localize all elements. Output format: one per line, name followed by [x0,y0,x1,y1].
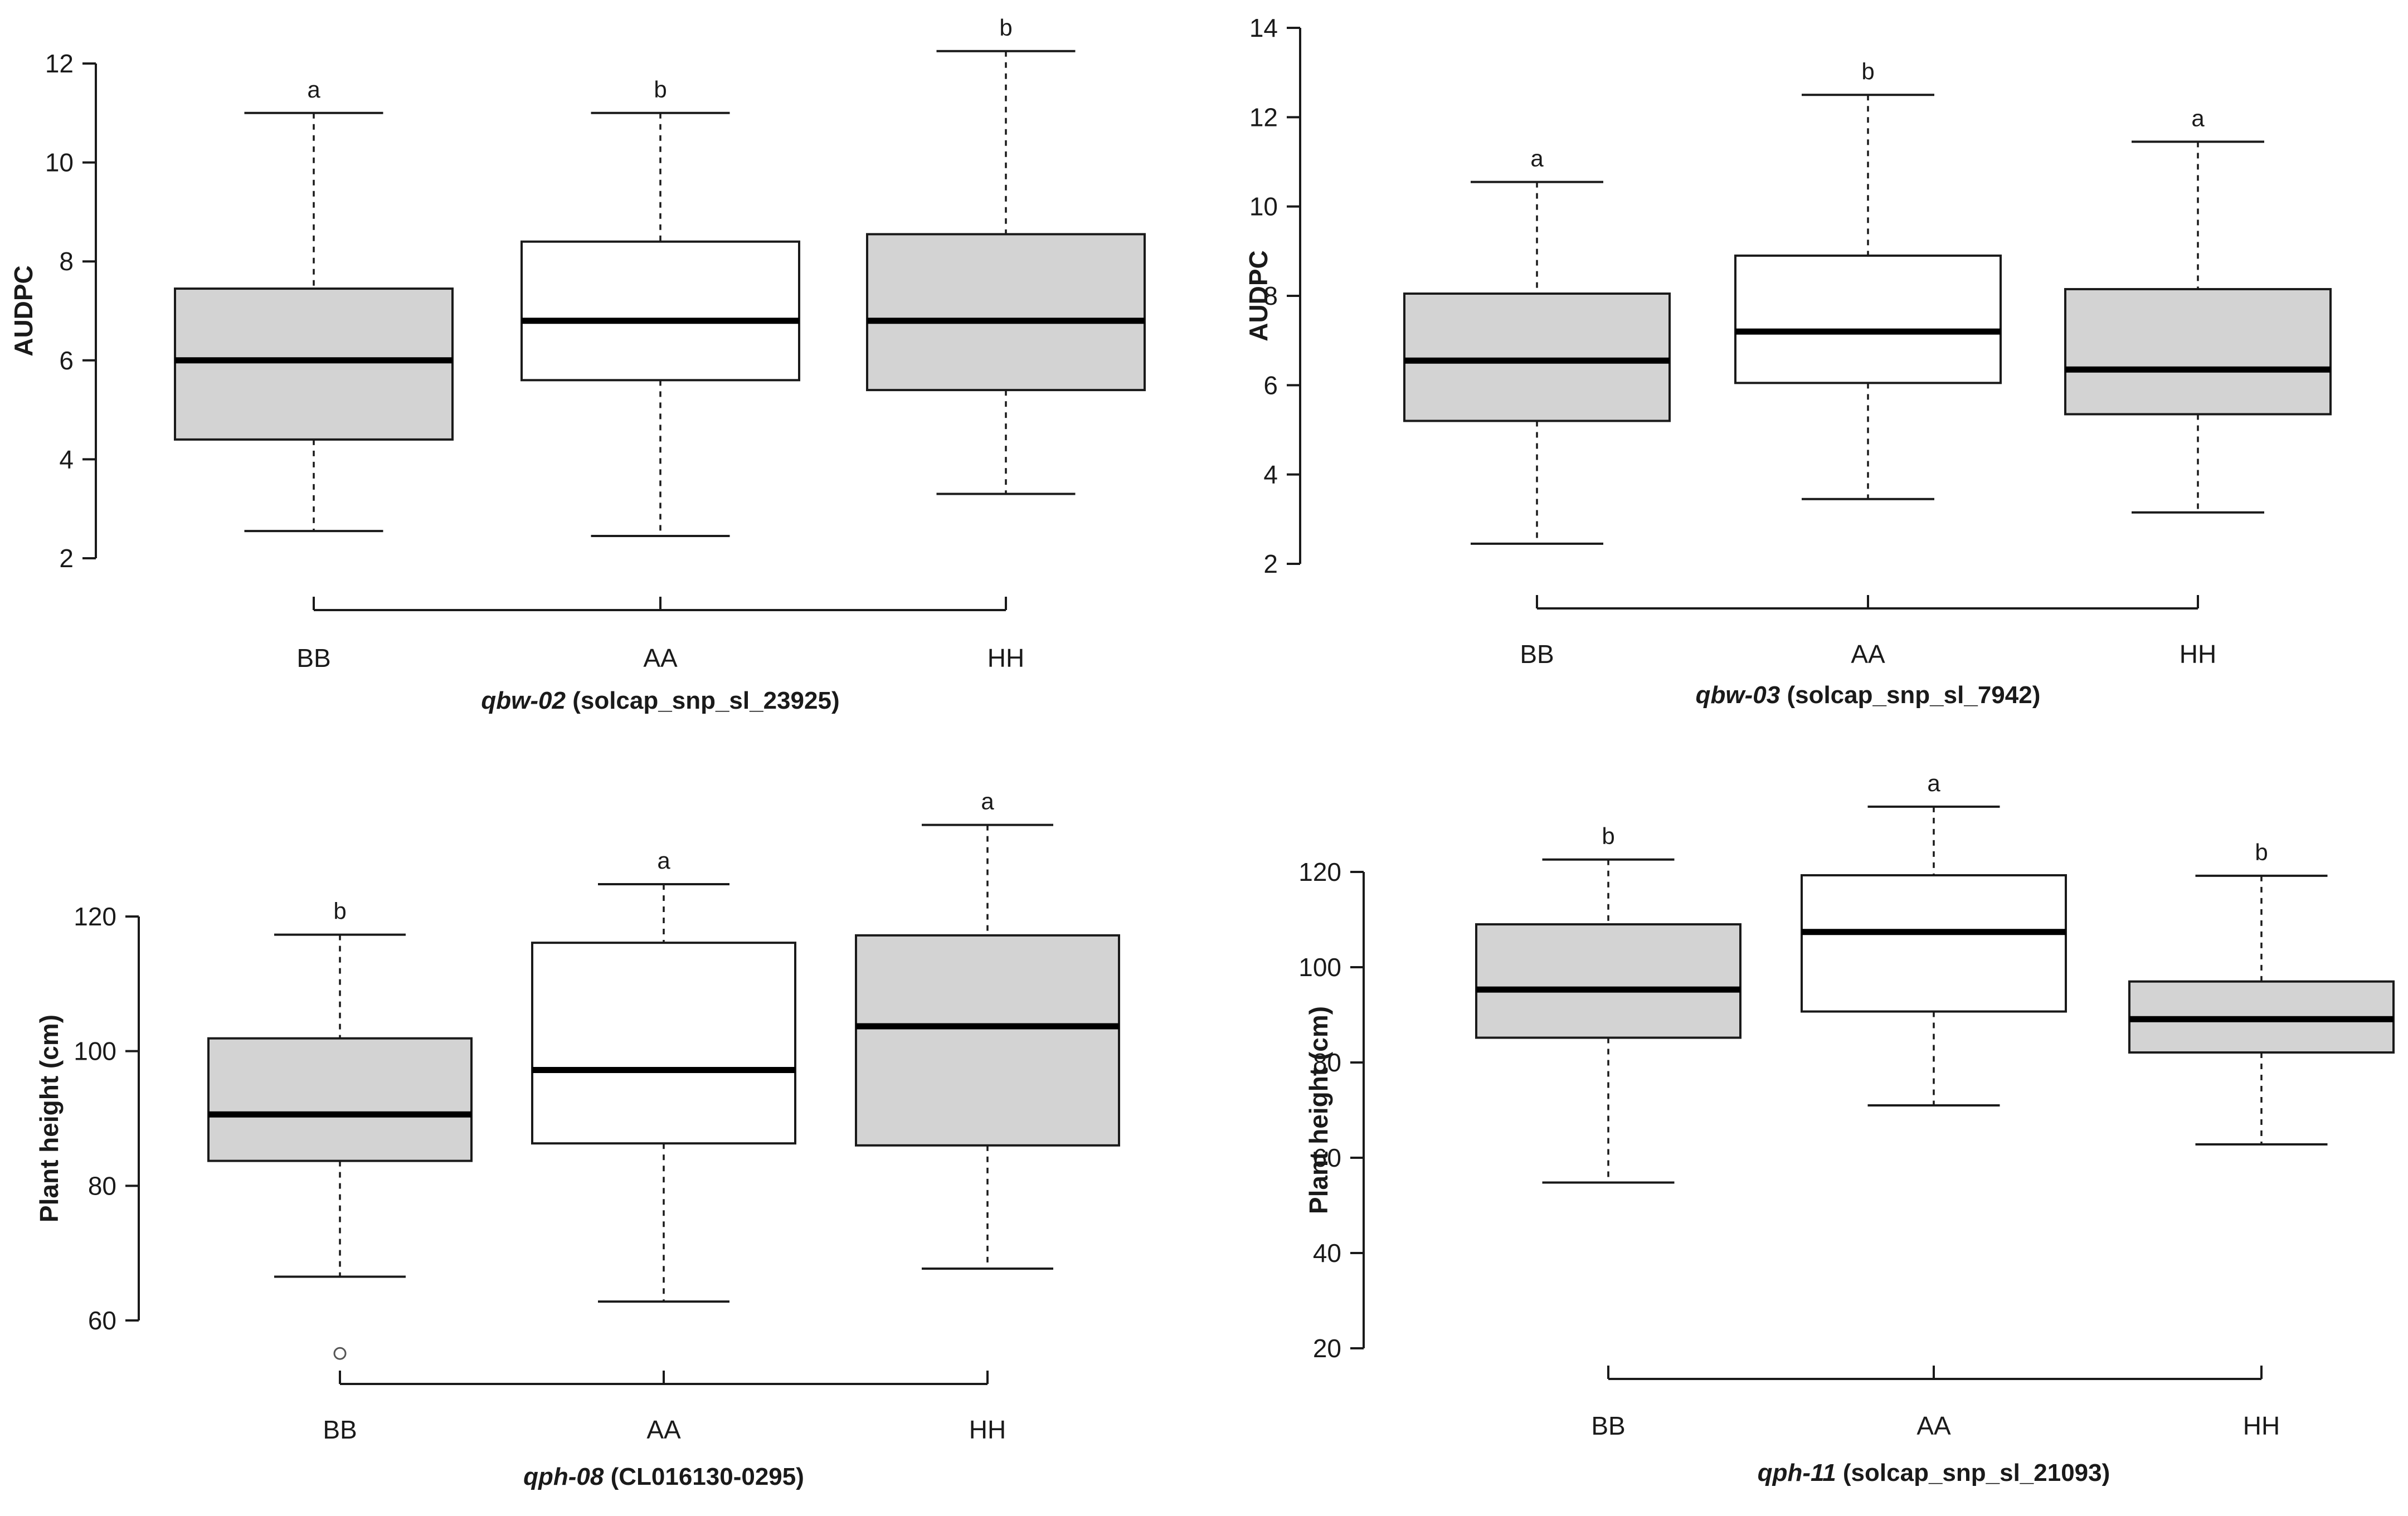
box-bb: b [1475,823,1741,1184]
y-tick-label: 2 [59,544,74,573]
y-tick-label: 12 [1249,103,1278,131]
y-tick-label: 60 [88,1306,116,1335]
y-tick-label: 2 [1263,549,1278,578]
category-label-aa: AA [1851,640,1885,669]
y-tick-label: 6 [1263,371,1278,399]
box-bb: b [207,898,473,1360]
category-label-aa: AA [1916,1411,1951,1440]
y-tick-label: 60 [1313,1143,1341,1172]
significance-letter: b [333,898,346,924]
box-hh: a [855,788,1120,1270]
box-aa: a [1801,770,2067,1106]
y-tick-label: 4 [59,445,74,474]
box-bb: a [174,76,454,533]
iqr-box [207,1037,473,1162]
y-tick-label: 80 [1313,1048,1341,1077]
y-tick-label: 10 [1249,192,1278,221]
y-axis-label: AUDPC [9,265,38,357]
x-axis-title-locus: qph-08 [523,1463,604,1490]
y-tick-label: 8 [59,247,74,276]
y-tick-label: 120 [1298,857,1341,886]
significance-letter: b [1602,823,1614,849]
y-tick-label: 80 [88,1171,116,1200]
box-hh: b [2128,839,2395,1146]
y-axis-label: AUDPC [1244,250,1273,342]
box-bb: a [1403,145,1671,545]
significance-letter: b [2255,839,2268,865]
significance-letter: b [654,76,667,103]
significance-letter: a [2191,105,2205,131]
category-label-hh: HH [2180,640,2216,669]
y-tick-label: 14 [1249,13,1278,42]
significance-letter: a [1927,770,1940,796]
x-axis-title: qbw-02 (solcap_snp_sl_23925) [481,687,839,714]
y-tick-label: 100 [74,1037,116,1066]
significance-letter: a [307,76,320,103]
panel-3: 60 80 100 120 Plant height (cm) BB AA HH qph-08 … [35,788,1120,1490]
category-label-hh: HH [987,644,1024,672]
significance-letter: a [981,788,994,815]
y-tick-label: 20 [1313,1334,1341,1363]
iqr-box [1734,254,2002,384]
iqr-box [2064,287,2332,416]
iqr-box [174,287,454,441]
iqr-box [866,233,1146,392]
x-axis-title-marker: (solcap_snp_sl_21093) [1836,1459,2110,1486]
category-label-bb: BB [1591,1411,1625,1440]
category-label-hh: HH [969,1415,1006,1444]
y-tick-label: 8 [1263,281,1278,310]
iqr-box [1403,292,1671,422]
category-label-aa: AA [646,1415,681,1444]
iqr-box [1801,874,2067,1013]
x-axis-title-marker: (solcap_snp_sl_23925) [566,687,840,714]
iqr-box [1475,923,1741,1039]
x-axis-title: qph-08 (CL016130-0295) [523,1463,804,1490]
box-hh: b [866,14,1146,495]
box-aa: a [531,847,796,1303]
iqr-box [531,942,796,1145]
category-label-bb: BB [1520,640,1554,669]
box-hh: a [2064,105,2332,514]
category-label-bb: BB [323,1415,357,1444]
panel-1: 2 4 6 8 10 12 AUDPC BB AA HH qbw-02 (solcap_snp_sl… [9,14,1146,714]
outlier-point [333,1347,347,1360]
iqr-box [855,934,1120,1147]
y-tick-label: 6 [59,346,74,375]
y-tick-label: 40 [1313,1239,1341,1268]
panel-2: 2 4 6 8 10 12 14 AUDPC BB AA HH qbw-03 (solcap_snp_… [1244,13,2332,709]
x-axis-title-locus: qph-11 [1758,1459,1836,1486]
iqr-box [520,240,800,382]
y-axis-label: Plant height (cm) [1304,1006,1333,1214]
panel-4: 20 40 60 80 100 120 Plant height (cm) BB AA HH qph… [1298,770,2395,1486]
y-tick-label: 10 [45,148,74,177]
y-tick-label: 4 [1263,460,1278,489]
category-label-bb: BB [296,644,330,672]
y-tick-label: 100 [1298,953,1341,982]
x-axis-title-marker: (CL016130-0295) [604,1463,804,1490]
box-aa: b [520,76,800,538]
category-label-hh: HH [2243,1411,2280,1440]
y-tick-label: 120 [74,902,116,931]
significance-letter: b [999,14,1012,41]
significance-letter: b [1861,58,1874,84]
x-axis-title: qph-11 (solcap_snp_sl_21093) [1758,1459,2110,1486]
x-axis-title-locus: qbw-02 [481,687,566,714]
significance-letter: a [1530,145,1544,172]
category-label-aa: AA [643,644,678,672]
x-axis-title-locus: qbw-03 [1696,681,1781,709]
x-axis-title: qbw-03 (solcap_snp_sl_7942) [1696,681,2041,709]
y-axis-label: Plant height (cm) [35,1015,64,1222]
box-aa: b [1734,58,2002,500]
significance-letter: a [657,847,670,874]
x-axis-title-marker: (solcap_snp_sl_7942) [1780,681,2040,709]
y-tick-label: 12 [45,49,74,78]
